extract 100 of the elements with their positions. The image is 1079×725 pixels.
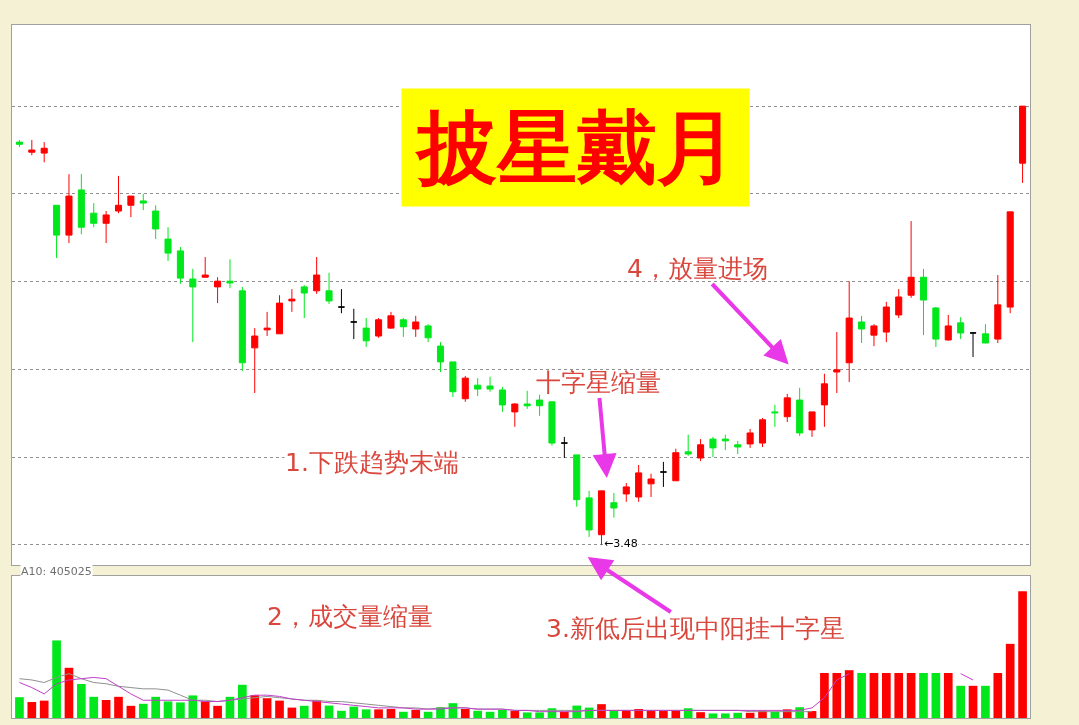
candlestick bbox=[412, 315, 420, 338]
bar bbox=[337, 710, 346, 718]
candlestick bbox=[498, 386, 506, 413]
candlestick bbox=[1006, 211, 1014, 314]
candlestick bbox=[585, 490, 593, 538]
bar bbox=[386, 709, 396, 718]
bar bbox=[597, 704, 606, 718]
candlestick bbox=[474, 377, 482, 397]
candlestick bbox=[684, 434, 692, 457]
candlestick bbox=[300, 284, 308, 319]
candlestick bbox=[746, 428, 754, 449]
candlestick bbox=[882, 301, 890, 343]
bar bbox=[361, 709, 371, 718]
candlestick bbox=[895, 288, 903, 319]
candlestick bbox=[102, 210, 110, 244]
bar bbox=[101, 700, 111, 718]
bar bbox=[646, 711, 656, 718]
bar bbox=[473, 710, 482, 718]
bar bbox=[968, 685, 978, 718]
bar bbox=[882, 672, 891, 718]
candlestick bbox=[77, 173, 85, 235]
candlestick bbox=[820, 373, 828, 428]
candlestick bbox=[523, 390, 531, 410]
candlestick bbox=[536, 394, 544, 417]
bar bbox=[151, 696, 160, 718]
bar bbox=[460, 709, 470, 718]
candlestick bbox=[808, 411, 816, 438]
candlestick bbox=[350, 308, 358, 340]
candlestick bbox=[573, 454, 581, 508]
bar bbox=[981, 685, 990, 718]
candlestick bbox=[659, 461, 667, 488]
bar bbox=[238, 684, 247, 718]
bar bbox=[993, 672, 1003, 718]
bar bbox=[399, 711, 408, 718]
candlestick bbox=[226, 258, 234, 289]
bar bbox=[560, 711, 569, 718]
bar bbox=[200, 701, 210, 718]
candlestick bbox=[511, 402, 519, 428]
candlestick bbox=[957, 316, 965, 340]
candlestick bbox=[263, 311, 271, 337]
candlestick bbox=[597, 490, 606, 546]
candlestick bbox=[870, 323, 878, 347]
candlestick bbox=[858, 315, 866, 344]
bar bbox=[820, 672, 829, 718]
candlestick bbox=[919, 268, 928, 336]
candlestick bbox=[288, 288, 296, 313]
bar bbox=[188, 695, 198, 718]
bar bbox=[39, 700, 49, 718]
candlestick bbox=[560, 436, 568, 459]
bar bbox=[535, 712, 544, 718]
bar bbox=[832, 672, 842, 718]
bar bbox=[708, 713, 718, 718]
candlestick bbox=[387, 311, 395, 330]
annotation: 4，放量进场 bbox=[627, 254, 768, 283]
annotation: 十字星缩量 bbox=[536, 368, 661, 397]
bar bbox=[894, 672, 904, 718]
candlestick bbox=[40, 141, 48, 163]
bar bbox=[906, 672, 916, 718]
bar bbox=[931, 672, 941, 718]
candlestick bbox=[375, 317, 383, 339]
candlestick bbox=[944, 314, 952, 342]
candlestick bbox=[238, 286, 246, 372]
candlestick bbox=[90, 202, 98, 228]
candlestick bbox=[28, 139, 36, 156]
bar bbox=[522, 712, 532, 718]
candlestick bbox=[53, 204, 61, 259]
bar bbox=[126, 705, 136, 718]
candlestick bbox=[337, 288, 345, 314]
candlestick bbox=[127, 195, 135, 218]
bar bbox=[275, 700, 284, 718]
bar bbox=[163, 701, 173, 718]
candlestick bbox=[981, 323, 989, 344]
candlestick bbox=[672, 448, 680, 482]
candlestick bbox=[449, 361, 457, 398]
candlestick bbox=[1019, 105, 1027, 184]
candlestick bbox=[734, 440, 742, 455]
candlestick bbox=[932, 306, 940, 348]
candlestick bbox=[436, 341, 445, 373]
candlestick bbox=[362, 317, 370, 348]
annotation: 1.下跌趋势末端 bbox=[285, 448, 459, 477]
candlestick bbox=[548, 401, 556, 447]
candlestick bbox=[697, 438, 705, 462]
candlestick bbox=[15, 139, 23, 148]
candlestick bbox=[424, 323, 432, 343]
bar bbox=[671, 710, 681, 718]
candlestick bbox=[325, 272, 333, 305]
candlestick bbox=[635, 464, 643, 503]
bar bbox=[943, 672, 953, 718]
candlestick bbox=[709, 436, 717, 458]
candlestick bbox=[833, 331, 841, 394]
bar bbox=[1005, 643, 1015, 718]
bar bbox=[15, 697, 24, 718]
chart-title: 披星戴月 bbox=[414, 101, 737, 194]
candlestick bbox=[201, 256, 209, 278]
bar bbox=[869, 672, 879, 718]
candlestick bbox=[275, 294, 284, 335]
bar bbox=[89, 696, 99, 718]
candlestick bbox=[845, 280, 853, 383]
bar bbox=[696, 712, 705, 718]
candlestick bbox=[796, 387, 804, 437]
